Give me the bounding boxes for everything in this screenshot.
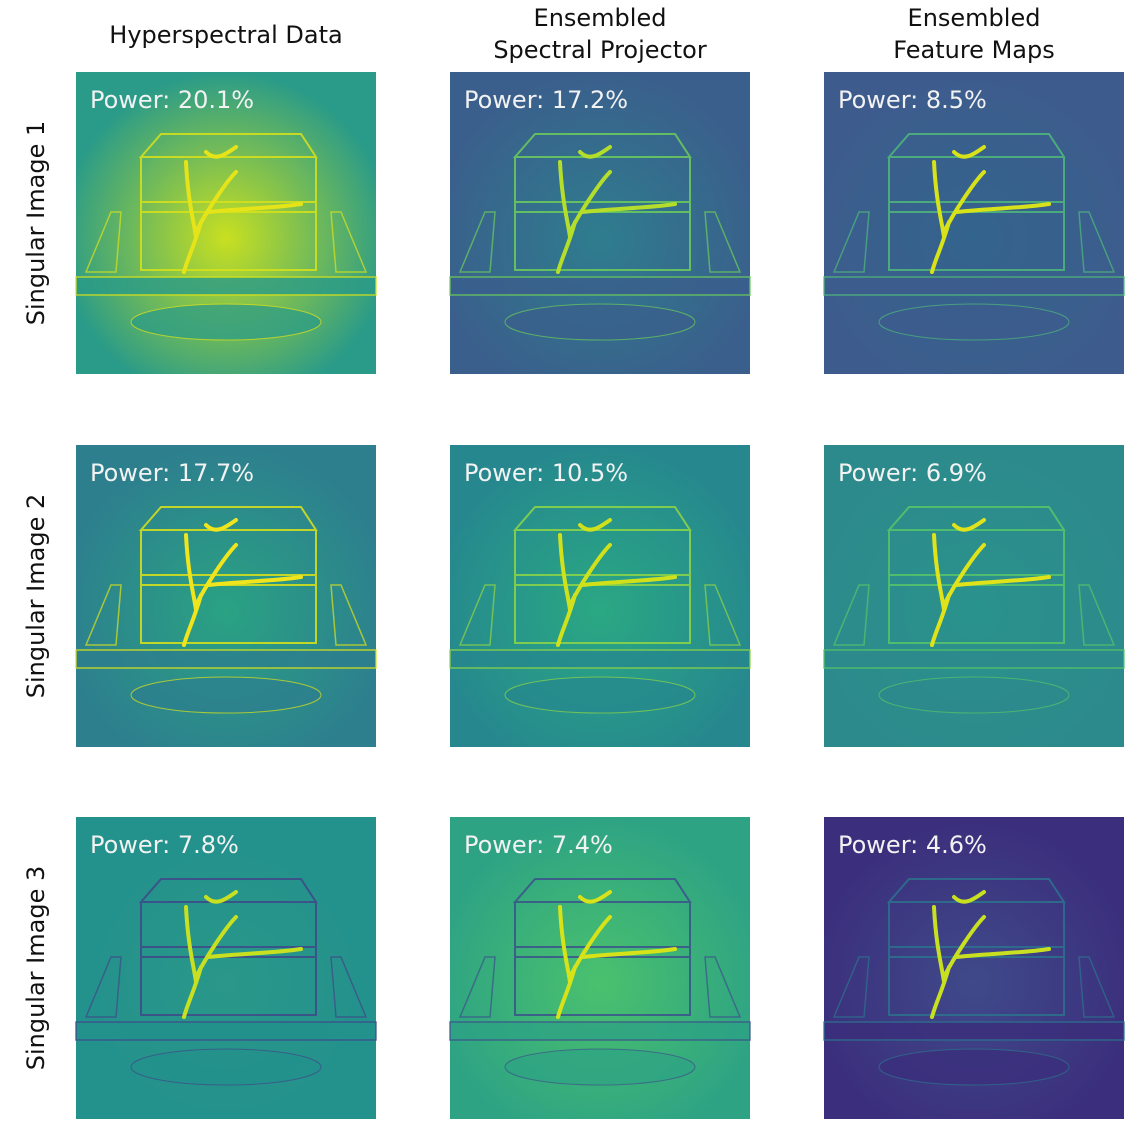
base: [76, 650, 376, 668]
lens: [131, 304, 321, 340]
lens: [879, 304, 1069, 340]
column-header: Ensembled: [908, 4, 1041, 32]
power-label: Power: 8.5%: [838, 86, 987, 114]
base: [450, 650, 750, 668]
image-panel: Power: 6.9%: [824, 445, 1124, 747]
lens: [505, 304, 695, 340]
power-label: Power: 20.1%: [90, 86, 254, 114]
lens: [505, 1049, 695, 1085]
power-label: Power: 4.6%: [838, 831, 987, 859]
power-label: Power: 17.7%: [90, 459, 254, 487]
image-panel: Power: 17.2%: [450, 72, 750, 374]
power-label: Power: 7.8%: [90, 831, 239, 859]
row-label: Singular Image 3: [22, 866, 50, 1071]
base: [450, 277, 750, 295]
image-panel: Power: 20.1%: [76, 72, 376, 374]
image-panel: Power: 8.5%: [824, 72, 1124, 374]
power-label: Power: 7.4%: [464, 831, 613, 859]
column-header: Hyperspectral Data: [109, 21, 342, 49]
power-label: Power: 17.2%: [464, 86, 628, 114]
row-label: Singular Image 1: [22, 121, 50, 326]
base: [76, 1022, 376, 1040]
lens: [879, 1049, 1069, 1085]
base: [450, 1022, 750, 1040]
lens: [131, 677, 321, 713]
column-header: Feature Maps: [893, 36, 1054, 64]
image-panel: Power: 17.7%: [76, 445, 376, 747]
base: [76, 277, 376, 295]
lens: [131, 1049, 321, 1085]
image-panel: Power: 4.6%: [824, 817, 1124, 1119]
row-label: Singular Image 2: [22, 494, 50, 699]
image-panel: Power: 7.4%: [450, 817, 750, 1119]
power-label: Power: 10.5%: [464, 459, 628, 487]
lens: [505, 677, 695, 713]
base: [824, 1022, 1124, 1040]
figure: Hyperspectral Data Ensembled Spectral Proj…: [0, 0, 1126, 1122]
column-header: Spectral Projector: [493, 36, 707, 64]
power-label: Power: 6.9%: [838, 459, 987, 487]
lens: [879, 677, 1069, 713]
base: [824, 277, 1124, 295]
image-panel: Power: 10.5%: [450, 445, 750, 747]
image-panel: Power: 7.8%: [76, 817, 376, 1119]
base: [824, 650, 1124, 668]
column-header: Ensembled: [534, 4, 667, 32]
